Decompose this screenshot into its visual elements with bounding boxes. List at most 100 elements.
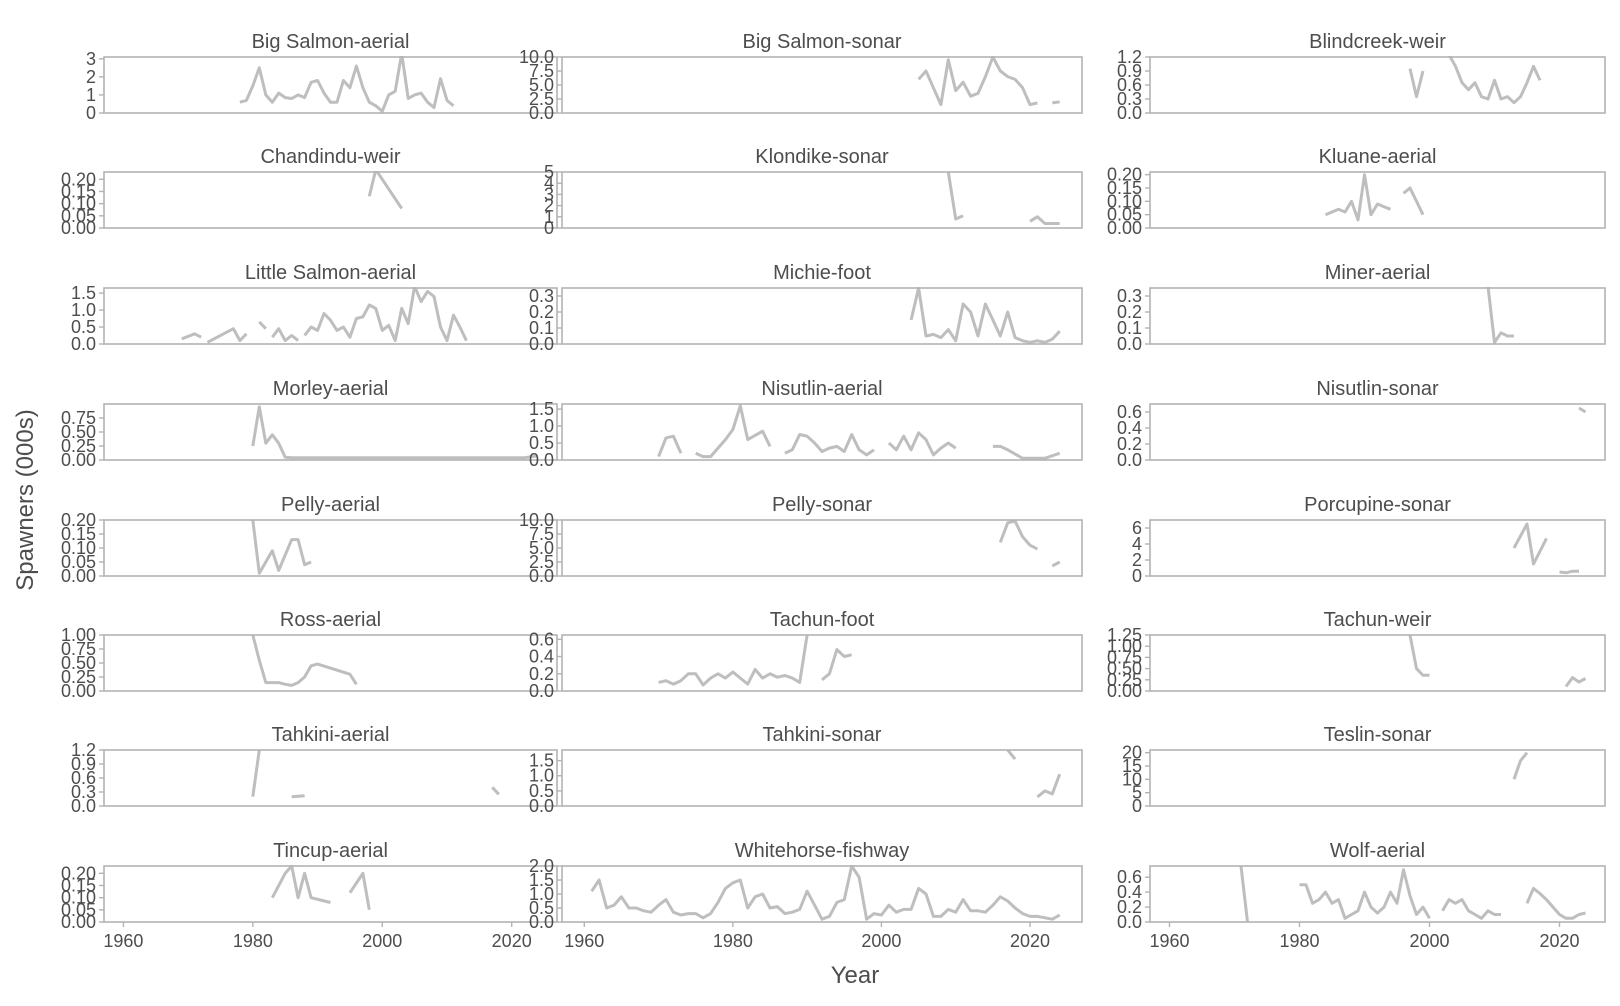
series-group	[239, 56, 455, 113]
facet-panel: Pelly-sonar 0.02.55.07.510.0	[519, 494, 1083, 586]
y-tick-label: 0.20	[61, 863, 96, 883]
x-axis-title: Year	[831, 962, 880, 989]
series-line	[1559, 569, 1579, 575]
panel-title: Miner-aerial	[1325, 262, 1431, 284]
y-tick-label: 0.6	[1117, 867, 1142, 887]
y-tick-label: 0.05	[61, 206, 96, 226]
y-tick-label: 0	[86, 103, 96, 123]
panel-title: Pelly-sonar	[772, 494, 872, 516]
y-tick-label: 0.5	[529, 898, 554, 918]
panel-title: Nisutlin-sonar	[1316, 378, 1439, 400]
x-tick-label: 1960	[103, 931, 143, 951]
y-tick-label: 0.5	[529, 433, 554, 453]
y-tick-label: 7.5	[529, 61, 554, 81]
y-tick-label: 1.25	[1107, 625, 1142, 645]
series-line	[1052, 100, 1060, 105]
series-group	[1578, 406, 1587, 414]
panel-title: Whitehorse-fishway	[735, 840, 910, 862]
x-tick-label: 2000	[1409, 931, 1449, 951]
series-line	[917, 56, 1038, 107]
panel-title: Tahkini-sonar	[763, 724, 882, 746]
y-tick-label: 0.9	[1117, 61, 1142, 81]
y-tick-label: 0.50	[61, 422, 96, 442]
y-tick-label: 0.20	[61, 169, 96, 189]
y-tick-label: 0.3	[1117, 286, 1142, 306]
panel-frame	[561, 171, 1083, 229]
y-tick-label: 0.10	[61, 888, 96, 908]
x-tick-label: 1960	[564, 931, 604, 951]
series-line	[998, 519, 1039, 551]
y-tick-label: 0.3	[71, 782, 96, 802]
x-tick-label: 1980	[1279, 931, 1319, 951]
panel-frame	[1149, 749, 1606, 807]
facet-panel: Whitehorse-fishway 0.00.51.01.52.0 1960 198…	[529, 840, 1083, 951]
panel-frame	[561, 403, 1083, 461]
panel-title: Wolf-aerial	[1330, 840, 1425, 862]
panel-frame	[103, 634, 558, 692]
panel-frame	[561, 634, 1083, 692]
y-tick-label: 0.25	[61, 436, 96, 456]
y-tick-label: 0.0	[529, 334, 554, 354]
y-tick-label: 0.15	[61, 875, 96, 895]
panel-title: Chandindu-weir	[260, 146, 400, 168]
series-line	[291, 794, 305, 799]
y-tick-label: 5	[544, 162, 554, 182]
panel-frame	[1149, 865, 1606, 923]
series-line	[657, 434, 683, 458]
panel-frame	[103, 56, 558, 114]
x-tick-label: 2020	[492, 931, 532, 951]
panel-title: Little Salmon-aerial	[245, 262, 416, 284]
series-line	[1512, 522, 1548, 566]
series-line	[367, 171, 403, 210]
y-tick-label: 1.0	[529, 884, 554, 904]
facet-panel: Michie-foot 0.00.10.20.3	[529, 262, 1083, 354]
y-tick-label: 0.0	[1117, 103, 1142, 123]
y-tick-label: 1.0	[71, 300, 96, 320]
panel-title: Ross-aerial	[280, 609, 381, 631]
panel-title: Tachun-weir	[1324, 609, 1432, 631]
series-line	[1486, 287, 1514, 344]
series-group	[946, 171, 1060, 225]
facet-panel: Tincup-aerial 0.000.050.100.150.20 1960 198…	[61, 840, 558, 951]
series-line	[206, 327, 248, 344]
y-tick-label: 0.05	[61, 900, 96, 920]
y-tick-label: 0.6	[71, 768, 96, 788]
panel-title: Morley-aerial	[273, 378, 389, 400]
panel-title: Nisutlin-aerial	[761, 378, 882, 400]
series-group	[657, 404, 1061, 460]
facet-panel: Nisutlin-sonar 0.00.20.40.6	[1117, 378, 1606, 470]
panel-title: Big Salmon-aerial	[252, 31, 410, 53]
series-line	[590, 865, 1061, 921]
panel-frame	[103, 519, 558, 577]
y-tick-label: 1.5	[71, 283, 96, 303]
series-group	[1006, 749, 1062, 799]
panel-title: Blindcreek-weir	[1309, 31, 1446, 53]
series-line	[251, 519, 312, 575]
y-tick-label: 0.15	[61, 524, 96, 544]
panel-frame	[561, 287, 1083, 345]
panel-frame	[1149, 634, 1606, 692]
series-line	[695, 404, 772, 459]
y-tick-label: 0.25	[1107, 670, 1142, 690]
series-line	[181, 332, 202, 341]
series-line	[1239, 865, 1249, 923]
y-tick-label: 0.05	[1107, 205, 1142, 225]
y-tick-label: 0.6	[1117, 75, 1142, 95]
y-tick-label: 4	[544, 173, 554, 193]
facet-panel: Tahkini-sonar 0.00.51.01.5	[529, 724, 1083, 816]
y-tick-label: 1.2	[1117, 47, 1142, 67]
y-tick-label: 1.5	[529, 870, 554, 890]
y-tick-label: 0.20	[61, 510, 96, 530]
facet-panel: Ross-aerial 0.000.250.500.751.00	[61, 609, 558, 701]
y-tick-label: 1	[544, 207, 554, 227]
y-tick-label: 0.20	[1107, 165, 1142, 185]
series-group	[367, 171, 403, 210]
y-tick-label: 2.0	[529, 856, 554, 876]
y-tick-label: 0.15	[1107, 178, 1142, 198]
series-line	[909, 287, 1061, 344]
y-tick-label: 1.00	[61, 625, 96, 645]
series-group	[1512, 522, 1579, 575]
